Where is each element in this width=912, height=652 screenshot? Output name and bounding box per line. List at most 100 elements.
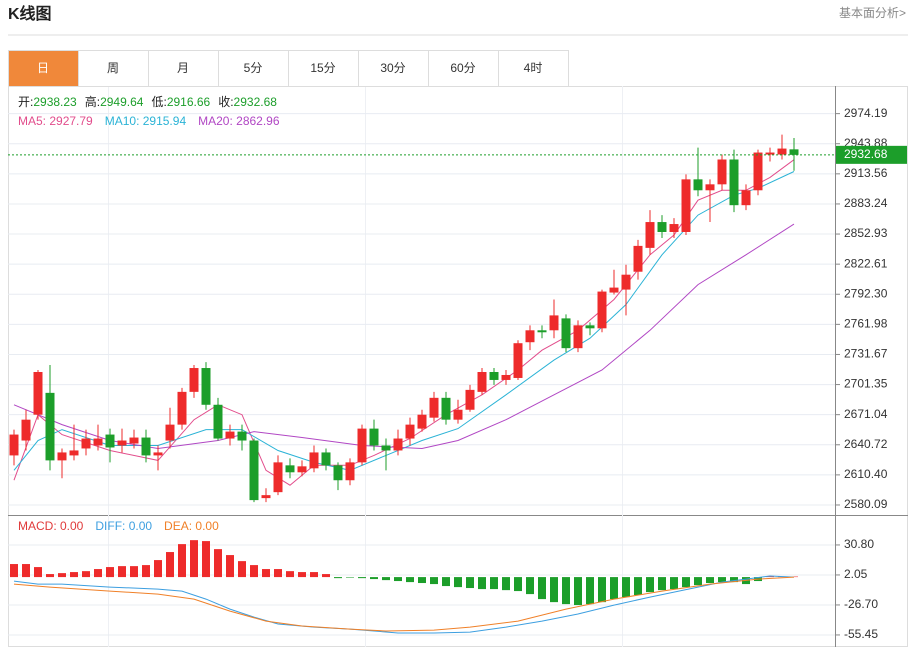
indicator-line — [13, 159, 795, 486]
macd-bar — [382, 577, 390, 581]
candle-body — [201, 368, 211, 405]
y-tick-label: 30.80 — [844, 537, 874, 551]
macd-bar — [730, 577, 738, 583]
y-tick-label: 2974.19 — [844, 106, 888, 120]
candle-body — [249, 440, 259, 501]
tab-label[interactable]: 30分 — [380, 61, 405, 75]
tab[interactable] — [288, 50, 359, 87]
macd-bar — [466, 577, 474, 589]
macd-bar — [322, 574, 330, 578]
tab-label[interactable]: 15分 — [310, 61, 335, 75]
candle-body — [21, 419, 31, 441]
tab[interactable] — [498, 50, 569, 87]
y-tick-label: 2731.67 — [844, 347, 888, 361]
candle-body — [729, 159, 739, 206]
candle-body — [381, 445, 391, 451]
candle-body — [333, 465, 343, 481]
macd-bar — [430, 577, 438, 585]
candle-body — [69, 450, 79, 456]
candle-body — [633, 245, 643, 272]
macd-bar — [58, 573, 66, 578]
legend: MA5: 2927.79 MA10: 2915.94 MA20: 2862.96 — [18, 114, 280, 128]
candle-body — [45, 392, 55, 461]
tab-label[interactable]: 4时 — [524, 61, 543, 75]
candle-body — [405, 424, 415, 439]
candle-body — [285, 465, 295, 473]
tab-label[interactable]: 周 — [107, 61, 119, 75]
macd-bar — [718, 577, 726, 583]
indicator-line — [13, 171, 795, 471]
tab-label[interactable]: 60分 — [450, 61, 475, 75]
candle-body — [537, 330, 547, 333]
candle-body — [717, 159, 727, 185]
candle-body — [309, 452, 319, 469]
candle-body — [777, 148, 787, 155]
candle-body — [573, 325, 583, 349]
macd-bar — [130, 566, 138, 578]
y-tick-label: 2852.93 — [844, 226, 888, 240]
macd-bar — [394, 577, 402, 582]
y-tick-label: 2792.30 — [844, 286, 888, 300]
candle-body — [93, 438, 103, 446]
candle-body — [741, 190, 751, 206]
candle-body — [705, 184, 715, 191]
macd-bar — [22, 564, 30, 578]
y-tick-label: -26.70 — [844, 597, 878, 611]
candle-body — [261, 495, 271, 499]
macd-bar — [190, 540, 198, 578]
tab-label[interactable]: 月 — [177, 61, 189, 75]
candle-body — [693, 179, 703, 191]
y-tick-label: 2822.61 — [844, 256, 888, 270]
macd-bar — [538, 577, 546, 600]
legend-entry: MA5: 2927.79 — [18, 114, 93, 128]
y-tick-label: 2761.98 — [844, 317, 888, 331]
candle-body — [453, 409, 463, 420]
macd-bar — [682, 577, 690, 588]
y-tick-label: -55.45 — [844, 627, 878, 641]
macd-bar — [634, 577, 642, 596]
macd-bar — [358, 577, 366, 579]
candle-body — [33, 372, 43, 415]
macd-bar — [574, 577, 582, 606]
candle-body — [129, 437, 139, 444]
tab[interactable] — [8, 50, 79, 87]
info-label: 低: — [151, 95, 166, 109]
fundamental-link[interactable]: 基本面分析> — [839, 6, 906, 20]
candle-body — [585, 325, 595, 329]
tab[interactable] — [218, 50, 289, 87]
legend-entry: MA10: 2915.94 — [105, 114, 187, 128]
macd-bar — [70, 572, 78, 578]
info-label: 开: — [18, 95, 33, 109]
legend-entry: DIFF: 0.00 — [95, 519, 152, 533]
candle-body — [81, 438, 91, 449]
candle-body — [225, 431, 235, 439]
macd-bar — [262, 569, 270, 578]
macd-bar — [502, 577, 510, 591]
y-tick-label: 2883.24 — [844, 196, 888, 210]
tab-label[interactable]: 日 — [37, 61, 49, 75]
macd-bar — [406, 577, 414, 583]
macd-bar — [202, 541, 210, 578]
macd-bar — [142, 565, 150, 578]
tab-label[interactable]: 5分 — [244, 61, 263, 75]
candle-body — [357, 428, 367, 463]
candle-body — [645, 222, 655, 248]
tab[interactable] — [428, 50, 499, 87]
macd-bar — [622, 577, 630, 598]
macd-bar — [346, 577, 354, 578]
candle-body — [177, 391, 187, 425]
candle-body — [237, 431, 247, 441]
macd-bar — [514, 577, 522, 592]
macd-bar — [10, 564, 18, 578]
macd-bar — [478, 577, 486, 590]
candle-body — [597, 291, 607, 329]
page-title: K线图 — [8, 4, 52, 23]
macd-bar — [298, 572, 306, 578]
y-tick-label: 2701.35 — [844, 377, 888, 391]
candle-body — [189, 368, 199, 392]
candle-body — [513, 343, 523, 378]
chart-frame — [8, 86, 908, 647]
tab[interactable] — [358, 50, 429, 87]
candle-body — [153, 452, 163, 456]
macd-bar — [442, 577, 450, 587]
